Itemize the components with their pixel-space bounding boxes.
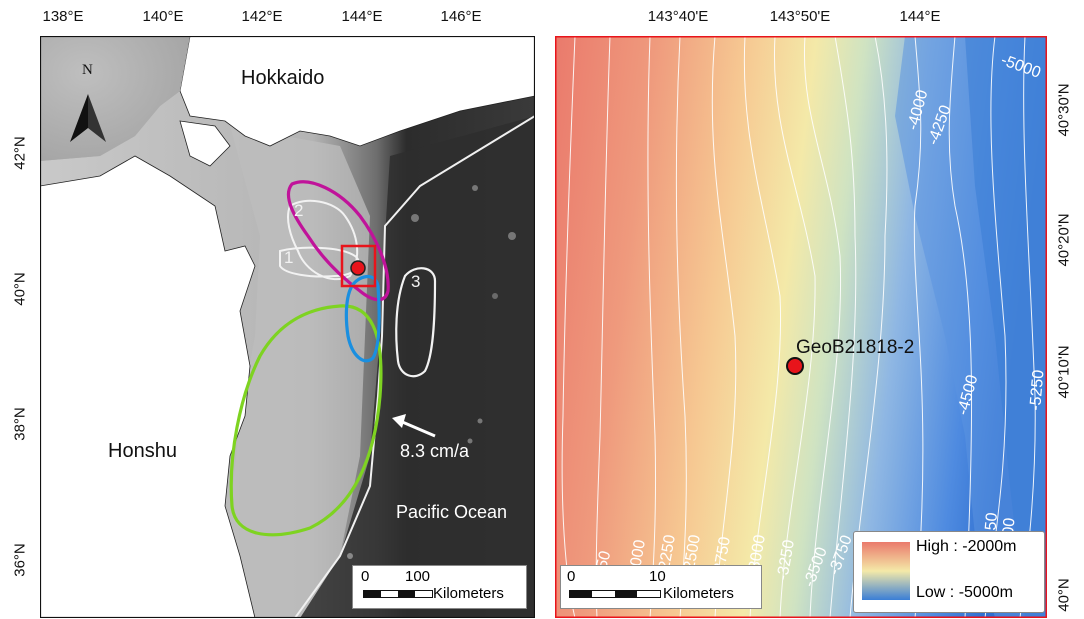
left-x-tick: 138°E — [42, 8, 84, 25]
honshu-landmass — [40, 155, 256, 618]
left-y-tick: 42°N — [11, 136, 29, 170]
left-scale-bar: 0 100 Kilometers — [352, 565, 527, 609]
hokkaido-landmass — [179, 36, 535, 147]
velocity-label: 8.3 cm/a — [400, 441, 470, 461]
study-area-box — [340, 244, 377, 288]
contour-label: -5250 — [1027, 369, 1047, 411]
right-y-tick: 40°N — [1055, 578, 1073, 612]
right-scale-bar: 0 10 Kilometers — [560, 565, 762, 609]
depth-legend: High : -2000m Low : -5000m — [853, 531, 1045, 613]
right-y-tick: 40°20'N — [1055, 213, 1073, 267]
geob-site-marker — [786, 357, 804, 375]
legend-high: High : -2000m — [916, 538, 1017, 555]
right-y-tick: 40°30'N — [1055, 83, 1073, 137]
honshu-label: Honshu — [108, 440, 177, 462]
right-x-tick: 143°40'E — [647, 8, 709, 25]
contour-label: -50 — [982, 512, 1001, 537]
right-y-tick: 40°10'N — [1055, 345, 1073, 399]
hokkaido-label: Hokkaido — [241, 67, 325, 89]
left-x-tick: 142°E — [241, 8, 283, 25]
pacific-label: Pacific Ocean — [396, 502, 508, 522]
left-y-tick: 36°N — [11, 543, 29, 577]
north-arrow-icon — [70, 94, 88, 142]
left-scale-end: 100 — [405, 568, 431, 585]
north-arrow-icon-right — [88, 94, 106, 142]
contour-label: -3250 — [774, 538, 798, 581]
site-label: GeoB21818-2 — [796, 337, 915, 358]
right-scale-unit: Kilometers — [663, 585, 734, 602]
zone-3-outline — [395, 267, 437, 378]
right-scale-start: 0 — [567, 568, 576, 585]
left-map — [40, 36, 535, 618]
left-y-tick: 40°N — [11, 272, 29, 306]
left-x-tick: 144°E — [341, 8, 383, 25]
right-x-tick: 143°50'E — [769, 8, 831, 25]
legend-low: Low : -5000m — [916, 584, 1013, 601]
right-scale-end: 10 — [649, 568, 666, 585]
right-map: -1750 -2000 -2250 -2500 -2750 -3000 -325… — [555, 36, 1047, 618]
zone-2-outline — [287, 199, 359, 281]
left-x-tick: 146°E — [440, 8, 482, 25]
green-outline — [229, 304, 383, 537]
core-site-marker — [350, 260, 366, 276]
left-y-tick: 38°N — [11, 407, 29, 441]
left-scale-start: 0 — [361, 568, 370, 585]
zone-2-label: 2 — [294, 201, 304, 220]
zone-3-label: 3 — [411, 272, 421, 291]
right-x-tick: 144°E — [899, 8, 941, 25]
magenta-outline — [286, 180, 390, 302]
blue-outline — [344, 275, 381, 363]
left-x-tick: 140°E — [142, 8, 184, 25]
left-scale-unit: Kilometers — [433, 585, 504, 602]
north-label: N — [82, 62, 93, 78]
legend-color-ramp — [862, 542, 910, 600]
zone-1-label: 1 — [284, 248, 294, 267]
